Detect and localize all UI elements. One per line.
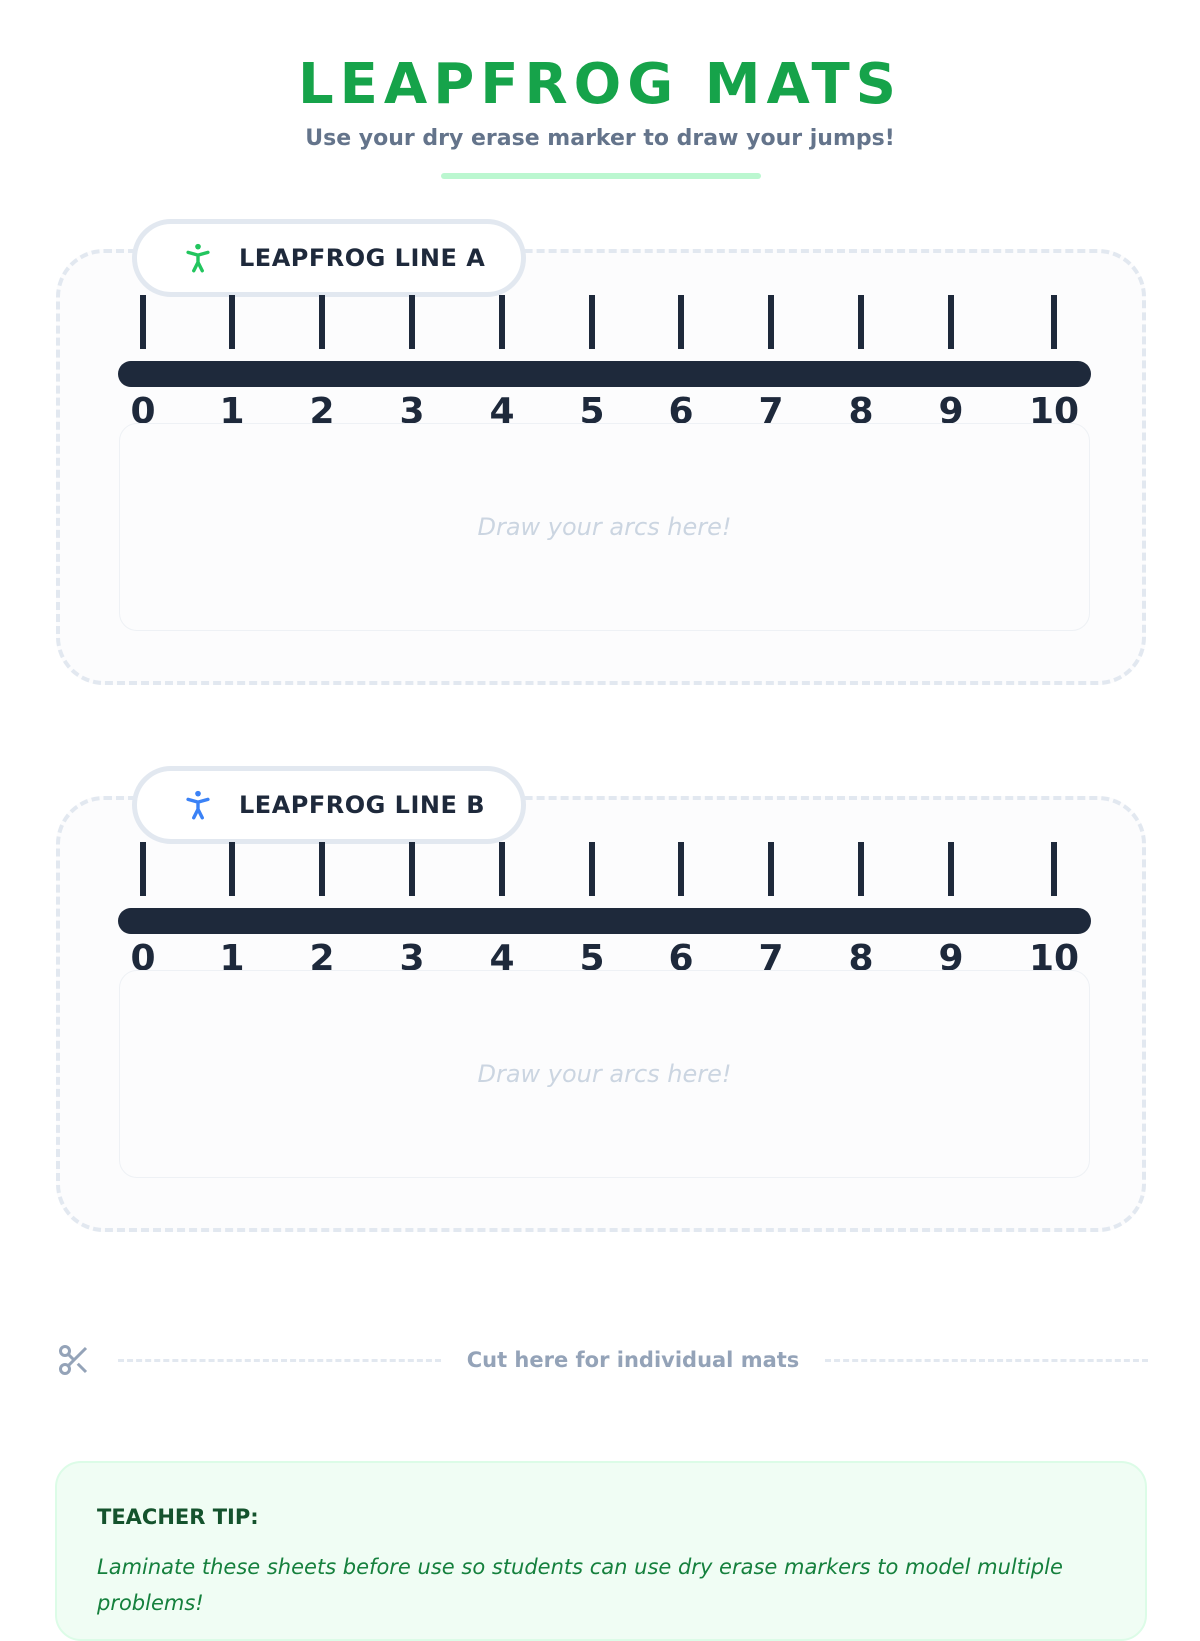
- person-icon: [186, 243, 210, 273]
- tick-label: 8: [848, 938, 874, 979]
- tick-mark: [858, 842, 864, 896]
- tick-mark: [140, 842, 146, 896]
- tick-label: 4: [489, 938, 515, 979]
- title-underline: [441, 173, 761, 179]
- tick-label: 1: [219, 391, 245, 432]
- number-line: [118, 361, 1091, 387]
- tick-label: 8: [848, 391, 874, 432]
- scissors-icon: [59, 1345, 88, 1375]
- tick-label: 10: [1028, 391, 1080, 432]
- tick-label: 6: [668, 938, 694, 979]
- tick-label: 5: [579, 938, 605, 979]
- cut-dash-left: [118, 1358, 441, 1362]
- tick-mark: [499, 295, 505, 349]
- tick-label: 6: [668, 391, 694, 432]
- tick-mark: [1051, 295, 1057, 349]
- tick-mark: [858, 295, 864, 349]
- drawing-area[interactable]: Draw your arcs here!: [119, 423, 1090, 631]
- drawing-area[interactable]: Draw your arcs here!: [119, 970, 1090, 1178]
- person-icon: [186, 790, 210, 820]
- tick-label: 9: [938, 391, 964, 432]
- tick-mark: [409, 842, 415, 896]
- tick-label: 9: [938, 938, 964, 979]
- tip-title: TEACHER TIP:: [97, 1505, 259, 1529]
- tick-mark: [948, 295, 954, 349]
- mat-title-badge: LEAPFROG LINE B: [132, 766, 526, 844]
- tick-label: 1: [219, 938, 245, 979]
- cut-dash-right: [825, 1358, 1149, 1362]
- tick-mark: [1051, 842, 1057, 896]
- tick-label: 5: [579, 391, 605, 432]
- mat-a: LEAPFROG LINE A 0 1 2 3 4 5 6 7 8 9 10 Draw your arc…: [56, 219, 1146, 685]
- tick-mark: [499, 842, 505, 896]
- mat-title: LEAPFROG LINE A: [239, 244, 486, 272]
- mat-title-badge: LEAPFROG LINE A: [132, 219, 526, 297]
- tick-label: 4: [489, 391, 515, 432]
- tick-mark: [678, 295, 684, 349]
- page-title: LEAPFROG MATS: [297, 52, 902, 117]
- cut-line: Cut here for individual mats: [56, 1338, 1149, 1382]
- tick-mark: [229, 295, 235, 349]
- tick-label: 7: [758, 391, 784, 432]
- number-line: [118, 908, 1091, 934]
- page-subtitle: Use your dry erase marker to draw your j…: [305, 126, 895, 151]
- tick-label: 2: [309, 391, 335, 432]
- tick-mark: [678, 842, 684, 896]
- tip-text: Laminate these sheets before use so stud…: [97, 1555, 1063, 1615]
- tick-label: 3: [399, 938, 425, 979]
- tick-label: 3: [399, 391, 425, 432]
- mat-title: LEAPFROG LINE B: [239, 791, 486, 819]
- tick-mark: [229, 842, 235, 896]
- cut-label: Cut here for individual mats: [466, 1348, 800, 1372]
- tick-label: 2: [309, 938, 335, 979]
- mat-b: LEAPFROG LINE B 0 1 2 3 4 5 6 7 8 9 10 Draw your arc…: [56, 766, 1146, 1232]
- tick-mark: [768, 295, 774, 349]
- tick-mark: [768, 842, 774, 896]
- tick-mark: [948, 842, 954, 896]
- teacher-tip: TEACHER TIP: Laminate these sheets befor…: [55, 1461, 1147, 1641]
- tick-label: 10: [1028, 938, 1080, 979]
- tick-mark: [319, 295, 325, 349]
- tick-mark: [589, 295, 595, 349]
- tick-mark: [319, 842, 325, 896]
- tick-mark: [589, 842, 595, 896]
- tick-mark: [409, 295, 415, 349]
- tick-mark: [140, 295, 146, 349]
- tick-label: 7: [758, 938, 784, 979]
